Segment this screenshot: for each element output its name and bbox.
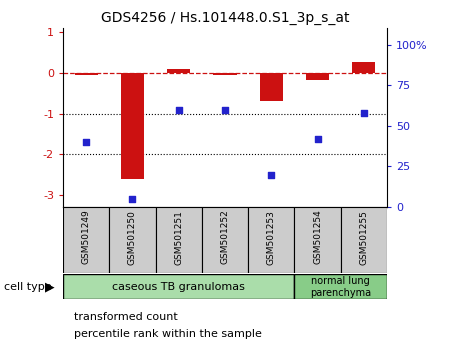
Bar	[63, 207, 109, 273]
Bar	[248, 207, 294, 273]
Text: GSM501249: GSM501249	[81, 210, 90, 264]
Bar	[213, 73, 237, 75]
Text: normal lung
parenchyma: normal lung parenchyma	[310, 276, 371, 298]
Point	[129, 196, 136, 202]
Point	[175, 107, 182, 113]
Text: GSM501252: GSM501252	[220, 210, 230, 264]
Point	[314, 136, 321, 142]
Text: percentile rank within the sample: percentile rank within the sample	[74, 329, 262, 339]
Bar	[260, 73, 283, 102]
Bar	[167, 69, 190, 73]
Bar	[294, 274, 387, 299]
Point	[221, 107, 229, 113]
Text: GSM501255: GSM501255	[360, 210, 369, 264]
Text: GSM501251: GSM501251	[174, 210, 183, 264]
Bar	[109, 207, 156, 273]
Bar	[202, 207, 248, 273]
Bar	[306, 73, 329, 80]
Text: GSM501253: GSM501253	[267, 210, 276, 264]
Title: GDS4256 / Hs.101448.0.S1_3p_s_at: GDS4256 / Hs.101448.0.S1_3p_s_at	[101, 11, 349, 24]
Bar	[121, 73, 144, 179]
Text: caseous TB granulomas: caseous TB granulomas	[112, 282, 245, 292]
Point	[360, 110, 368, 116]
Text: cell type: cell type	[4, 282, 52, 292]
Bar	[75, 73, 98, 75]
Point	[268, 172, 275, 177]
Point	[82, 139, 90, 145]
Bar	[156, 207, 202, 273]
Bar	[294, 207, 341, 273]
Text: ▶: ▶	[45, 280, 54, 293]
Text: GSM501254: GSM501254	[313, 210, 322, 264]
Text: transformed count: transformed count	[74, 312, 178, 322]
Text: GSM501250: GSM501250	[128, 210, 137, 264]
Bar	[63, 274, 294, 299]
Bar	[341, 207, 387, 273]
Bar	[352, 62, 375, 73]
